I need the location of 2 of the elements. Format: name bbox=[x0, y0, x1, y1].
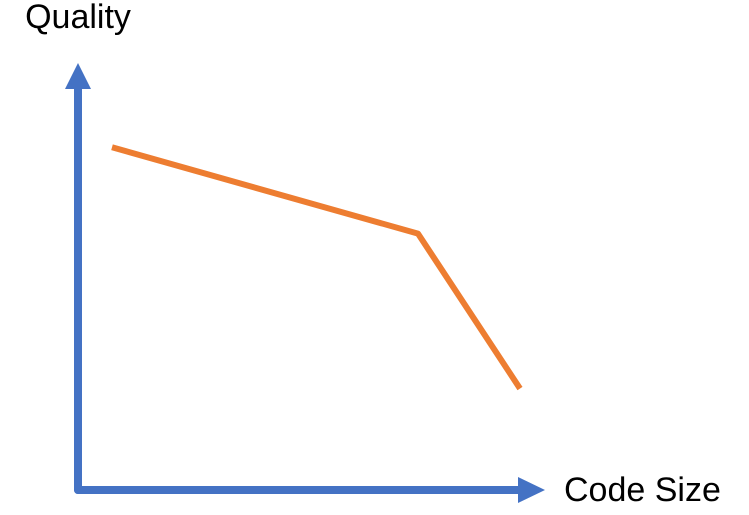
x-axis-title: Code Size bbox=[564, 471, 721, 509]
y-axis-title: Quality bbox=[25, 0, 131, 36]
